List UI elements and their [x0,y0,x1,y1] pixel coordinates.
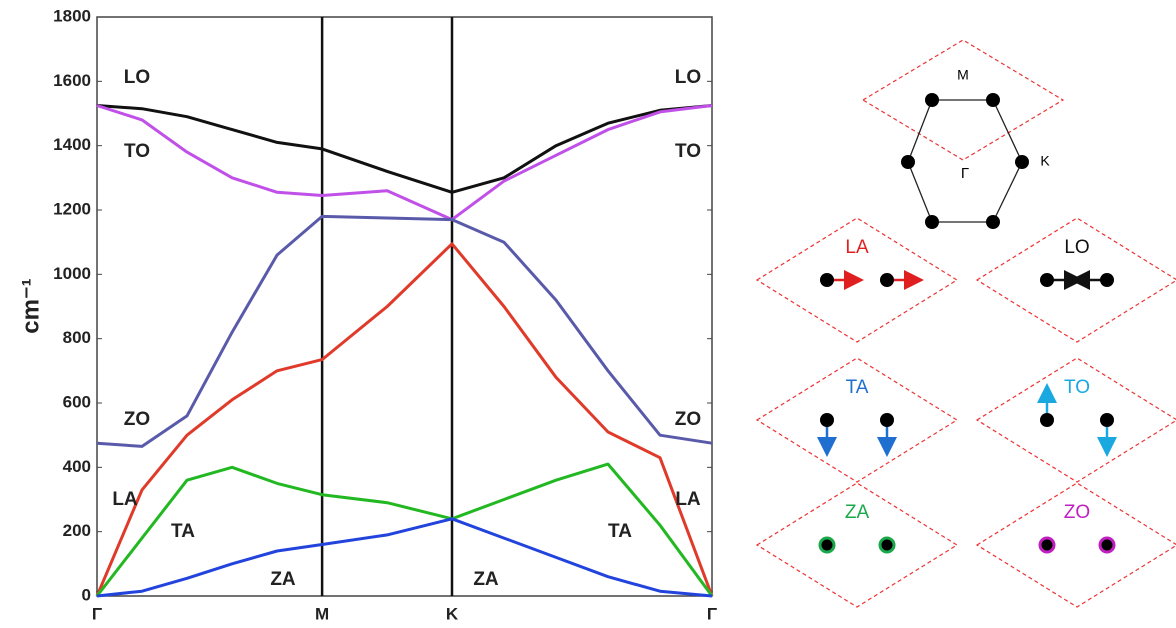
y-tick-label: 200 [63,521,91,540]
mode-diamond [755,217,959,343]
y-axis-label: cm⁻¹ [17,278,44,333]
atom [880,273,894,287]
mode-diamond [975,482,1176,608]
branch-line [96,214,713,448]
atom [1040,413,1054,427]
atom [820,273,834,287]
x-tick-label: Γ [707,604,717,623]
diagram: M Γ K LA LO TA TO ZA ZO [755,39,1176,608]
x-tick-label: Γ [92,604,102,623]
mode-label: LA [845,237,869,258]
atom [1100,413,1114,427]
atom [1098,536,1116,554]
mode-diamond [975,357,1176,483]
x-tick-label: K [446,604,459,623]
branch-label: ZA [473,569,499,590]
y-tick-label: 800 [63,328,91,347]
branch-label: ZA [270,569,296,590]
mode-diamond [755,357,959,483]
x-tick-label: M [315,604,329,623]
mode-label: TO [1064,377,1090,398]
branch-label: LA [112,489,138,510]
atom [818,536,836,554]
mode-label: TA [846,377,869,398]
mode-label: ZA [845,502,870,523]
y-tick-label: 1600 [53,71,91,90]
bz-label: Γ [961,165,969,182]
mode-label: LO [1064,237,1089,258]
bz-label: M [957,67,969,83]
branch-label: LA [675,489,701,510]
branch-label: LO [675,67,701,88]
y-tick-label: 1400 [53,135,91,154]
atom [1100,273,1114,287]
atom [1038,536,1056,554]
branch-line [96,104,713,222]
branch-line [95,242,714,597]
y-tick-label: 0 [82,585,91,604]
y-tick-label: 1800 [53,6,91,25]
y-tick-label: 400 [63,457,91,476]
atom [878,536,896,554]
bz-diamond [861,39,1065,161]
branch-label: ZO [675,409,701,430]
branch-label: ZO [124,409,150,430]
mode-diamond [755,482,959,608]
atom [1040,273,1054,287]
hexagon [907,99,1023,223]
mode-label: ZO [1064,502,1090,523]
branch-label: TO [675,141,701,162]
y-tick-label: 1000 [53,264,91,283]
y-tick-label: 600 [63,392,91,411]
branch-line [96,517,713,598]
mode-diamond [975,217,1176,343]
branch-label: LO [124,67,150,88]
atom [880,413,894,427]
plot-frame [96,16,713,597]
atoms [901,93,1029,229]
branch-line [95,462,714,597]
branch-label: TO [124,141,150,162]
y-tick-label: 1200 [53,199,91,218]
bz-label: K [1040,153,1050,169]
branch-line [96,104,713,194]
atom [820,413,834,427]
branch-label: TA [171,521,195,542]
branch-label: TA [608,521,632,542]
